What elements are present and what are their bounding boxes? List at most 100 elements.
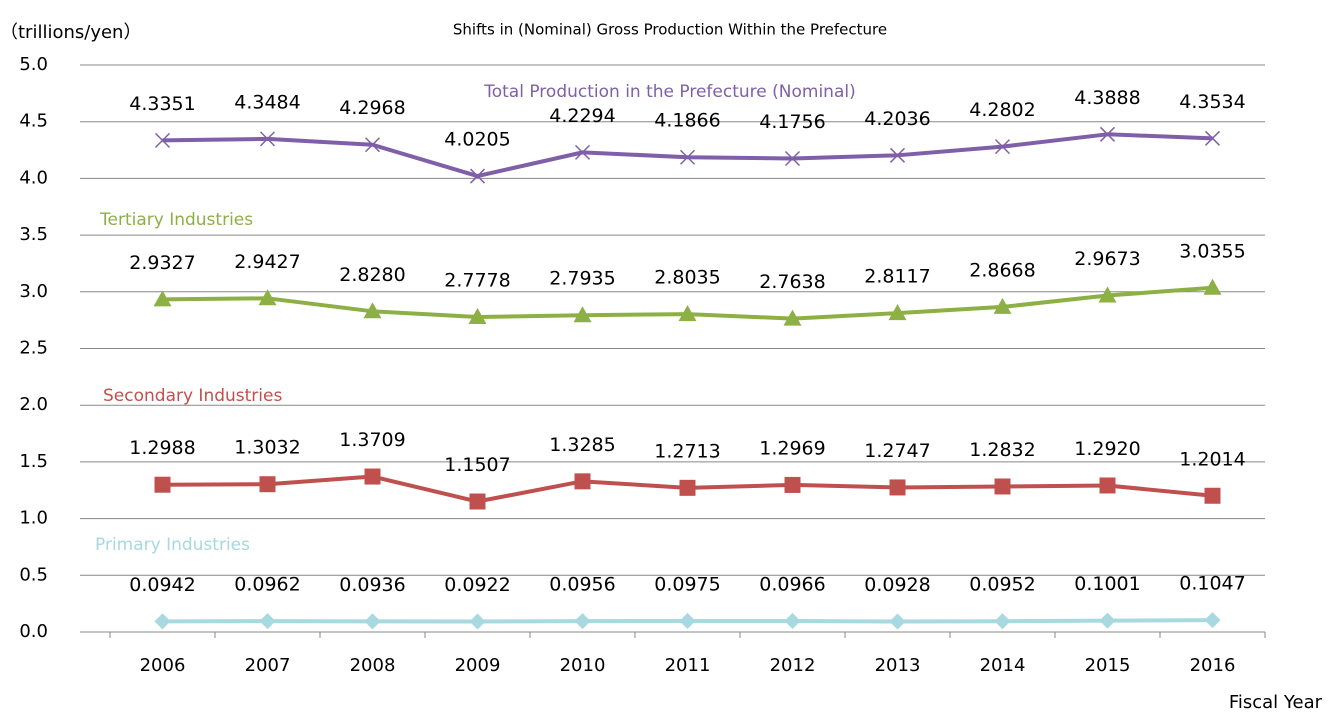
x-tick-label: 2008	[350, 655, 396, 676]
marker	[1099, 612, 1116, 629]
series-name: Secondary Industries	[103, 386, 282, 406]
marker	[154, 613, 171, 630]
x-tick-label: 2012	[770, 655, 816, 676]
marker	[363, 302, 382, 319]
data-label: 4.3351	[129, 93, 195, 115]
series-line	[162, 132, 1213, 179]
data-label: 1.2713	[654, 440, 720, 462]
data-label: 4.2036	[864, 108, 930, 130]
y-axis-label: （trillions/yen）	[0, 22, 141, 43]
marker	[888, 304, 907, 321]
data-label: 1.3709	[339, 429, 405, 451]
marker	[259, 613, 276, 630]
marker	[784, 150, 801, 167]
data-label: 0.0942	[129, 574, 195, 596]
marker	[574, 144, 591, 160]
marker	[1099, 477, 1116, 494]
y-tick-label: 2.5	[19, 338, 48, 359]
data-label: 0.0922	[444, 574, 510, 596]
data-label: 1.3032	[234, 437, 300, 459]
data-label: 4.2968	[339, 97, 405, 119]
x-tick-label: 2016	[1190, 655, 1236, 676]
marker	[469, 168, 486, 184]
marker	[154, 132, 171, 148]
marker	[784, 613, 801, 630]
marker	[573, 306, 592, 323]
data-label: 0.0936	[339, 574, 405, 596]
data-label: 0.0962	[234, 574, 300, 596]
data-label: 4.0205	[444, 129, 510, 151]
marker	[679, 612, 696, 629]
x-tick-label: 2007	[245, 655, 291, 676]
x-tick-label: 2015	[1085, 655, 1131, 676]
marker	[994, 478, 1011, 495]
marker	[259, 131, 276, 147]
data-label: 0.0956	[549, 574, 615, 596]
x-tick-label: 2006	[140, 655, 186, 676]
data-label: 4.3534	[1179, 91, 1245, 113]
marker	[364, 613, 381, 630]
y-tick-label: 3.0	[19, 281, 48, 302]
data-label: 2.9327	[129, 252, 195, 274]
data-label: 1.2969	[759, 437, 825, 459]
y-tick-label: 1.0	[19, 508, 48, 529]
data-label: 2.8117	[864, 266, 930, 288]
data-label: 4.2802	[969, 99, 1035, 121]
marker	[1099, 126, 1116, 142]
marker	[258, 289, 277, 306]
data-label: 1.2014	[1179, 448, 1245, 470]
marker	[889, 479, 906, 496]
marker	[468, 307, 487, 324]
data-label: 2.9427	[234, 251, 300, 273]
data-label: 2.8035	[654, 267, 720, 289]
data-label: 0.0975	[654, 573, 720, 595]
data-label: 4.3888	[1074, 87, 1140, 109]
marker	[469, 613, 486, 630]
data-label: 0.1047	[1179, 573, 1245, 595]
data-label: 4.1866	[654, 110, 720, 132]
data-label: 1.2747	[864, 440, 930, 462]
data-label: 2.7935	[549, 268, 615, 290]
marker	[1204, 612, 1221, 629]
marker	[153, 290, 172, 307]
x-axis-label: Fiscal Year	[1229, 692, 1323, 713]
marker	[574, 613, 591, 630]
marker	[993, 297, 1012, 314]
marker	[154, 476, 171, 493]
data-label: 2.8668	[969, 259, 1035, 281]
data-label: 2.7638	[759, 271, 825, 293]
data-label: 0.1001	[1074, 573, 1140, 595]
marker	[889, 613, 906, 630]
data-label: 4.3484	[234, 91, 300, 113]
x-tick-label: 2013	[875, 655, 921, 676]
x-tick-label: 2014	[980, 655, 1026, 676]
data-label: 1.3285	[549, 434, 615, 456]
data-label: 0.0952	[969, 574, 1035, 596]
data-label: 3.0355	[1179, 240, 1245, 262]
data-label: 4.1756	[759, 111, 825, 133]
marker	[678, 305, 697, 322]
marker	[784, 476, 801, 493]
marker	[1098, 286, 1117, 303]
x-tick-label: 2009	[455, 655, 501, 676]
data-label: 1.2988	[129, 437, 195, 459]
x-tick-label: 2011	[665, 655, 711, 676]
y-tick-label: 0.0	[19, 621, 48, 642]
y-tick-label: 5.0	[19, 54, 48, 75]
y-tick-label: 4.0	[19, 167, 48, 188]
y-tick-label: 1.5	[19, 451, 48, 472]
marker	[1204, 130, 1221, 146]
marker	[994, 139, 1011, 155]
data-label: 2.8280	[339, 264, 405, 286]
series-name: Primary Industries	[95, 535, 250, 555]
marker	[679, 149, 696, 165]
marker	[679, 479, 696, 496]
x-tick-label: 2010	[560, 655, 606, 676]
marker	[1204, 487, 1221, 504]
data-label: 2.7778	[444, 269, 510, 291]
marker	[1203, 278, 1222, 295]
marker	[469, 493, 486, 510]
marker	[994, 613, 1011, 630]
marker	[574, 473, 591, 490]
